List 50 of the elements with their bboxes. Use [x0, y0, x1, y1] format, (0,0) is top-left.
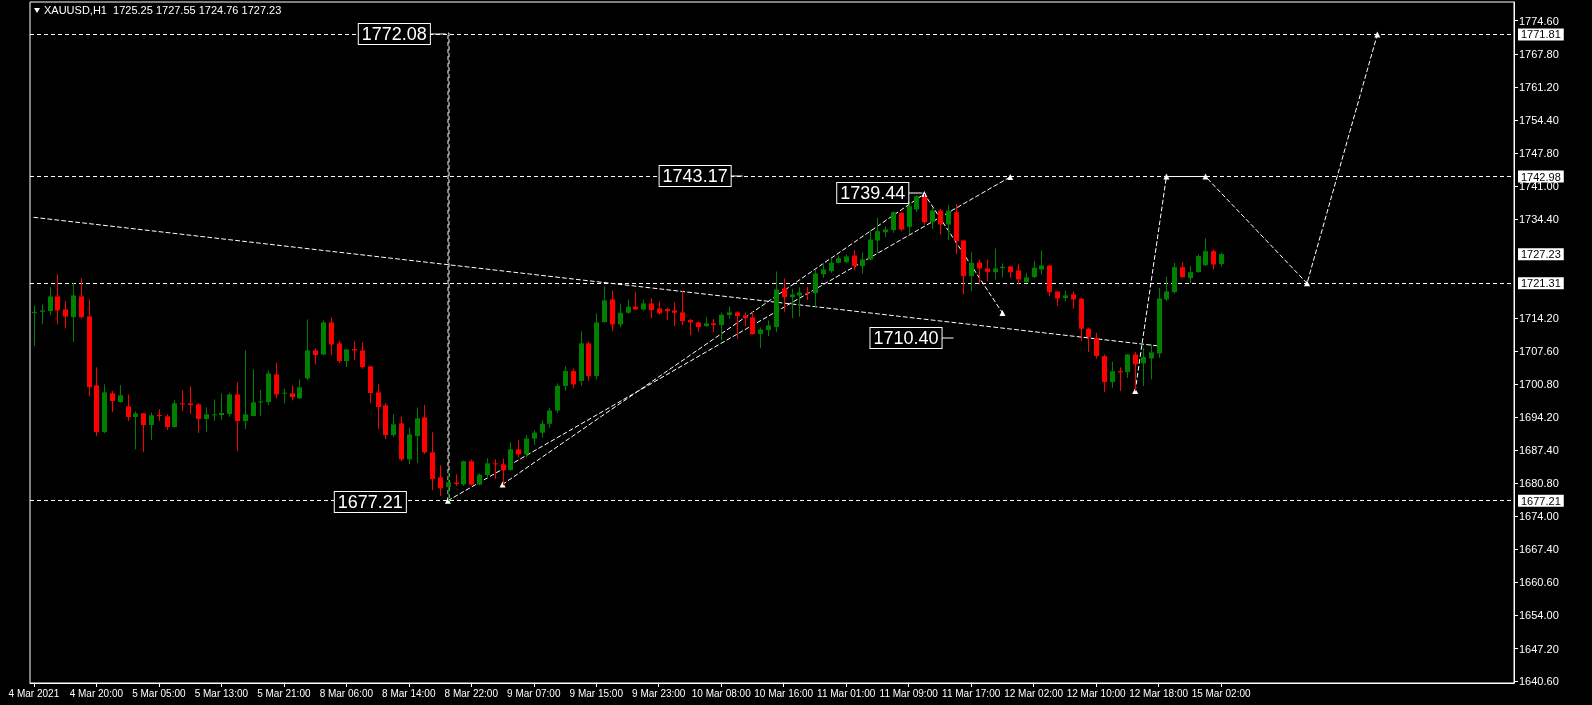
y-tick-label: 1660.60: [1519, 576, 1559, 589]
x-tick-label: 8 Mar 14:00: [382, 687, 436, 699]
y-tick-label: 1687.40: [1519, 444, 1559, 457]
x-tick-label: 8 Mar 22:00: [444, 687, 499, 699]
y-tick-label: 1761.20: [1519, 80, 1559, 93]
x-tick-label: 11 Mar 17:00: [942, 687, 1001, 699]
annotation: 1739.44: [840, 183, 906, 203]
y-tick-label: 1700.80: [1519, 378, 1559, 391]
y-tick-label: 1674.00: [1519, 510, 1559, 523]
x-tick-label: 4 Mar 2021: [8, 687, 60, 699]
annotation: 1772.08: [361, 24, 427, 44]
y-tick-label: 1680.80: [1519, 476, 1559, 489]
x-tick-label: 10 Mar 08:00: [691, 687, 752, 699]
x-tick-label: 9 Mar 07:00: [507, 687, 561, 699]
y-tick-label: 1747.80: [1519, 146, 1559, 159]
y-tick-label: 1667.40: [1519, 542, 1559, 555]
ref-line-label: 1677.21: [1521, 494, 1561, 507]
annotation: 1710.40: [873, 328, 939, 348]
x-tick-label: 12 Mar 10:00: [1066, 687, 1127, 699]
ref-line-label: 1742.98: [1521, 170, 1561, 183]
ref-line-label: 1771.81: [1521, 28, 1561, 41]
y-tick-label: 1647.20: [1519, 642, 1559, 655]
annotation: 1743.17: [662, 166, 728, 186]
x-tick-label: 12 Mar 02:00: [1004, 687, 1064, 699]
chart-title: XAUUSD,H1 1725.25 1727.55 1724.76 1727.23: [44, 4, 282, 16]
y-tick-label: 1767.80: [1519, 48, 1559, 61]
ref-line-label: 1721.31: [1521, 277, 1561, 290]
x-tick-label: 5 Mar 05:00: [132, 687, 186, 699]
y-tick-label: 1654.00: [1519, 609, 1559, 621]
x-tick-label: 11 Mar 09:00: [879, 687, 939, 699]
annotation: 1677.21: [337, 492, 403, 512]
x-tick-label: 9 Mar 23:00: [632, 687, 686, 699]
text: 1727.23: [1521, 248, 1561, 261]
y-tick-label: 1694.20: [1519, 410, 1559, 423]
y-tick-label: 1640.60: [1519, 675, 1559, 688]
y-tick-label: 1754.40: [1519, 114, 1559, 127]
x-tick-label: 11 Mar 01:00: [817, 687, 876, 699]
x-tick-label: 8 Mar 06:00: [319, 687, 374, 699]
y-tick-label: 1707.60: [1519, 344, 1559, 357]
x-tick-label: 4 Mar 20:00: [69, 687, 124, 699]
x-tick-label: 15 Mar 02:00: [1191, 687, 1251, 699]
y-tick-label: 1734.40: [1519, 212, 1559, 225]
x-tick-label: 5 Mar 21:00: [257, 687, 311, 699]
y-tick-label: 1774.60: [1519, 14, 1559, 27]
y-tick-label: 1741.00: [1519, 180, 1559, 193]
x-tick-label: 10 Mar 16:00: [754, 687, 814, 699]
x-tick-label: 9 Mar 15:00: [569, 687, 624, 699]
y-tick-label: 1714.20: [1519, 312, 1559, 325]
x-tick-label: 5 Mar 13:00: [194, 687, 249, 699]
x-tick-label: 12 Mar 18:00: [1129, 687, 1189, 699]
